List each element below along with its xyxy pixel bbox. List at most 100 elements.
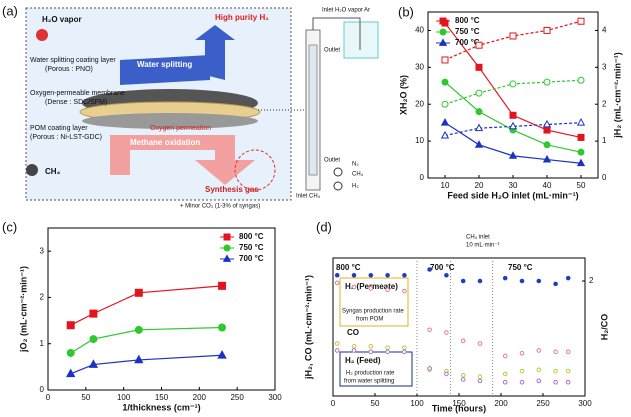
marker — [385, 345, 390, 351]
x-axis-label: Time (hours) — [432, 403, 486, 413]
marker — [577, 148, 585, 156]
x-tick-label: 50 — [577, 181, 586, 190]
diagram-label: High purity H₂ — [215, 13, 269, 22]
x-tick-label: 300 — [268, 393, 282, 402]
annotation: from POM — [356, 317, 383, 323]
marker — [553, 349, 558, 355]
x-tick-label: 10 — [441, 181, 450, 190]
marker — [89, 309, 98, 318]
x-tick-label: 20 — [475, 181, 484, 190]
marker — [460, 338, 466, 344]
y2-tick-label: 1 — [602, 136, 607, 145]
x-tick-label: 100 — [410, 399, 424, 408]
annotation: 750 °C — [508, 263, 533, 272]
reactor-label: Inlet CH₄ — [296, 194, 321, 200]
legend-label: 750 °C — [455, 27, 480, 36]
marker — [444, 371, 449, 377]
marker — [440, 118, 450, 126]
diagram-label: H₂O vapor — [42, 15, 82, 24]
x-tick-label: 0 — [331, 399, 336, 408]
marker — [543, 78, 551, 86]
marker — [519, 368, 525, 374]
x-tick-label: 250 — [536, 399, 550, 408]
x-axis-label: 1/thickness (cm⁻¹) — [122, 402, 200, 412]
x-tick-label: 300 — [578, 399, 592, 408]
marker — [427, 267, 432, 272]
marker — [402, 345, 407, 351]
series-line — [70, 354, 223, 375]
marker — [553, 281, 558, 287]
diagram-label: Methane oxidation — [130, 138, 200, 147]
marker — [565, 349, 571, 355]
marker — [351, 344, 357, 349]
marker — [477, 341, 483, 346]
marker — [351, 348, 357, 353]
marker — [542, 119, 552, 128]
valve — [333, 167, 343, 177]
marker — [508, 121, 518, 130]
marker — [475, 63, 483, 71]
diagram-label: Synthesis gas — [205, 185, 259, 194]
y-tick-label: 40 — [415, 26, 424, 35]
marker — [509, 32, 517, 40]
diagram-label: CH₄ — [45, 167, 61, 176]
y-tick-label: 0 — [420, 173, 425, 182]
marker — [444, 330, 449, 335]
marker — [334, 272, 340, 278]
y-tick-label: 0 — [40, 385, 45, 394]
marker — [368, 349, 374, 355]
marker — [402, 272, 407, 278]
marker — [441, 100, 449, 108]
reactor-label: CH₄ — [352, 172, 364, 178]
marker — [542, 154, 552, 163]
marker — [385, 272, 390, 278]
marker — [460, 373, 466, 378]
marker — [543, 126, 551, 134]
diagram-label: + Minor CO₂ (1-3% of syngas) — [180, 204, 260, 210]
annotation: CH₄ inlet — [466, 235, 490, 241]
marker — [460, 278, 466, 284]
y-axis-label: jO₂ (mL·cm⁻²·min⁻¹) — [18, 266, 28, 353]
x-tick-label: 50 — [371, 399, 380, 408]
reactor-label: Ar — [364, 8, 370, 14]
marker — [502, 371, 508, 377]
x-tick-label: 40 — [543, 181, 552, 190]
molecule — [26, 164, 38, 176]
legend-marker — [223, 244, 231, 252]
marker — [427, 366, 432, 371]
marker — [565, 379, 571, 385]
marker — [509, 111, 517, 119]
annotation: from water splitting — [344, 379, 394, 385]
marker — [441, 78, 449, 86]
reactor-label: Outlet — [324, 48, 340, 54]
marker — [536, 278, 542, 284]
annotation: CO — [347, 328, 359, 337]
x-tick-label: 0 — [46, 393, 51, 402]
y2-tick-label: 3 — [602, 62, 607, 71]
reactor-label: Inlet H₂O vapor — [322, 8, 363, 14]
panel-label: (a) — [2, 3, 18, 18]
chart: 0 50 100 150 200 250 300 2 Time (hours) jH₂, CO (… — [303, 235, 609, 414]
plot-frame — [47, 227, 276, 391]
arrow — [110, 135, 255, 185]
diagram-label: Oxygen-permeable membrane — [30, 90, 125, 97]
marker — [474, 123, 484, 132]
x-tick-label: 200 — [193, 393, 207, 402]
x-tick-label: 200 — [494, 399, 508, 408]
marker — [440, 130, 450, 139]
legend-marker — [439, 17, 447, 25]
marker — [217, 350, 227, 359]
marker — [134, 354, 144, 364]
legend-marker — [439, 28, 447, 36]
x-tick-label: 250 — [230, 393, 244, 402]
marker — [519, 278, 525, 284]
series-line — [70, 326, 223, 354]
marker — [66, 348, 75, 357]
reactor: Inlet H₂O vapor Ar Outlet Outlet Inlet C… — [258, 8, 379, 200]
marker — [88, 359, 99, 368]
marker — [543, 26, 551, 34]
marker — [351, 284, 357, 290]
marker — [89, 335, 98, 344]
marker — [334, 341, 340, 346]
arrow — [195, 25, 235, 80]
